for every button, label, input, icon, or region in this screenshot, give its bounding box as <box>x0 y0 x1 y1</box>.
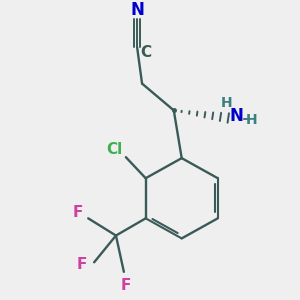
Text: F: F <box>77 257 87 272</box>
Text: N: N <box>130 1 144 19</box>
Text: N: N <box>229 107 243 125</box>
Text: H: H <box>220 96 232 110</box>
Text: Cl: Cl <box>106 142 122 157</box>
Text: C: C <box>140 45 152 60</box>
Text: F: F <box>73 205 83 220</box>
Text: F: F <box>121 278 131 293</box>
Text: H: H <box>246 113 258 127</box>
